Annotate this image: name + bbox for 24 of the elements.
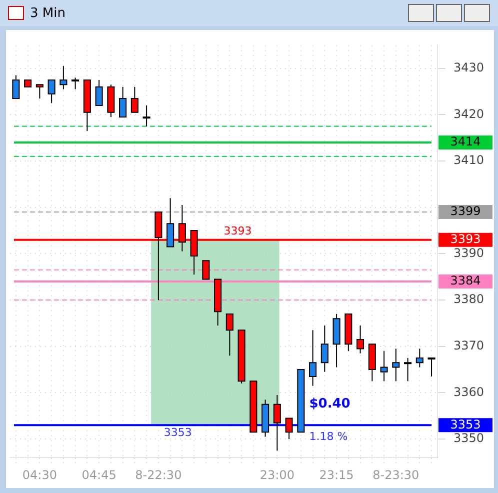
ref-line-label: 3353: [450, 417, 481, 432]
y-tick-label: 3420: [453, 106, 484, 121]
y-tick-label: 3350: [453, 431, 484, 446]
x-tick-label: 8-23:30: [372, 468, 420, 482]
y-tick-label: 3430: [453, 60, 484, 74]
y-tick-label: 3360: [453, 384, 484, 399]
ref-line-label: 3399: [450, 204, 481, 218]
y-tick-label: 3390: [453, 246, 484, 260]
annotation: 1.18 %: [309, 430, 348, 443]
x-tick-label: 04:45: [82, 468, 116, 482]
annotation: 3353: [164, 426, 192, 440]
y-tick-label: 3370: [453, 338, 484, 353]
x-tick-label: 23:15: [319, 468, 354, 482]
annotation: 3393: [224, 224, 252, 238]
x-tick-label: 04:30: [22, 468, 57, 482]
annotation: $0.40: [309, 396, 350, 412]
ref-line-label: 3414: [450, 134, 481, 149]
ref-line-label: 3384: [450, 274, 481, 288]
chart-title: 3 Min: [30, 6, 66, 20]
y-tick-label: 3380: [453, 292, 484, 306]
x-tick-label: 8-22:30: [135, 468, 182, 482]
x-tick-label: 23:00: [260, 468, 294, 482]
y-tick-label: 3410: [453, 153, 484, 168]
ref-line-label: 3393: [450, 232, 481, 246]
